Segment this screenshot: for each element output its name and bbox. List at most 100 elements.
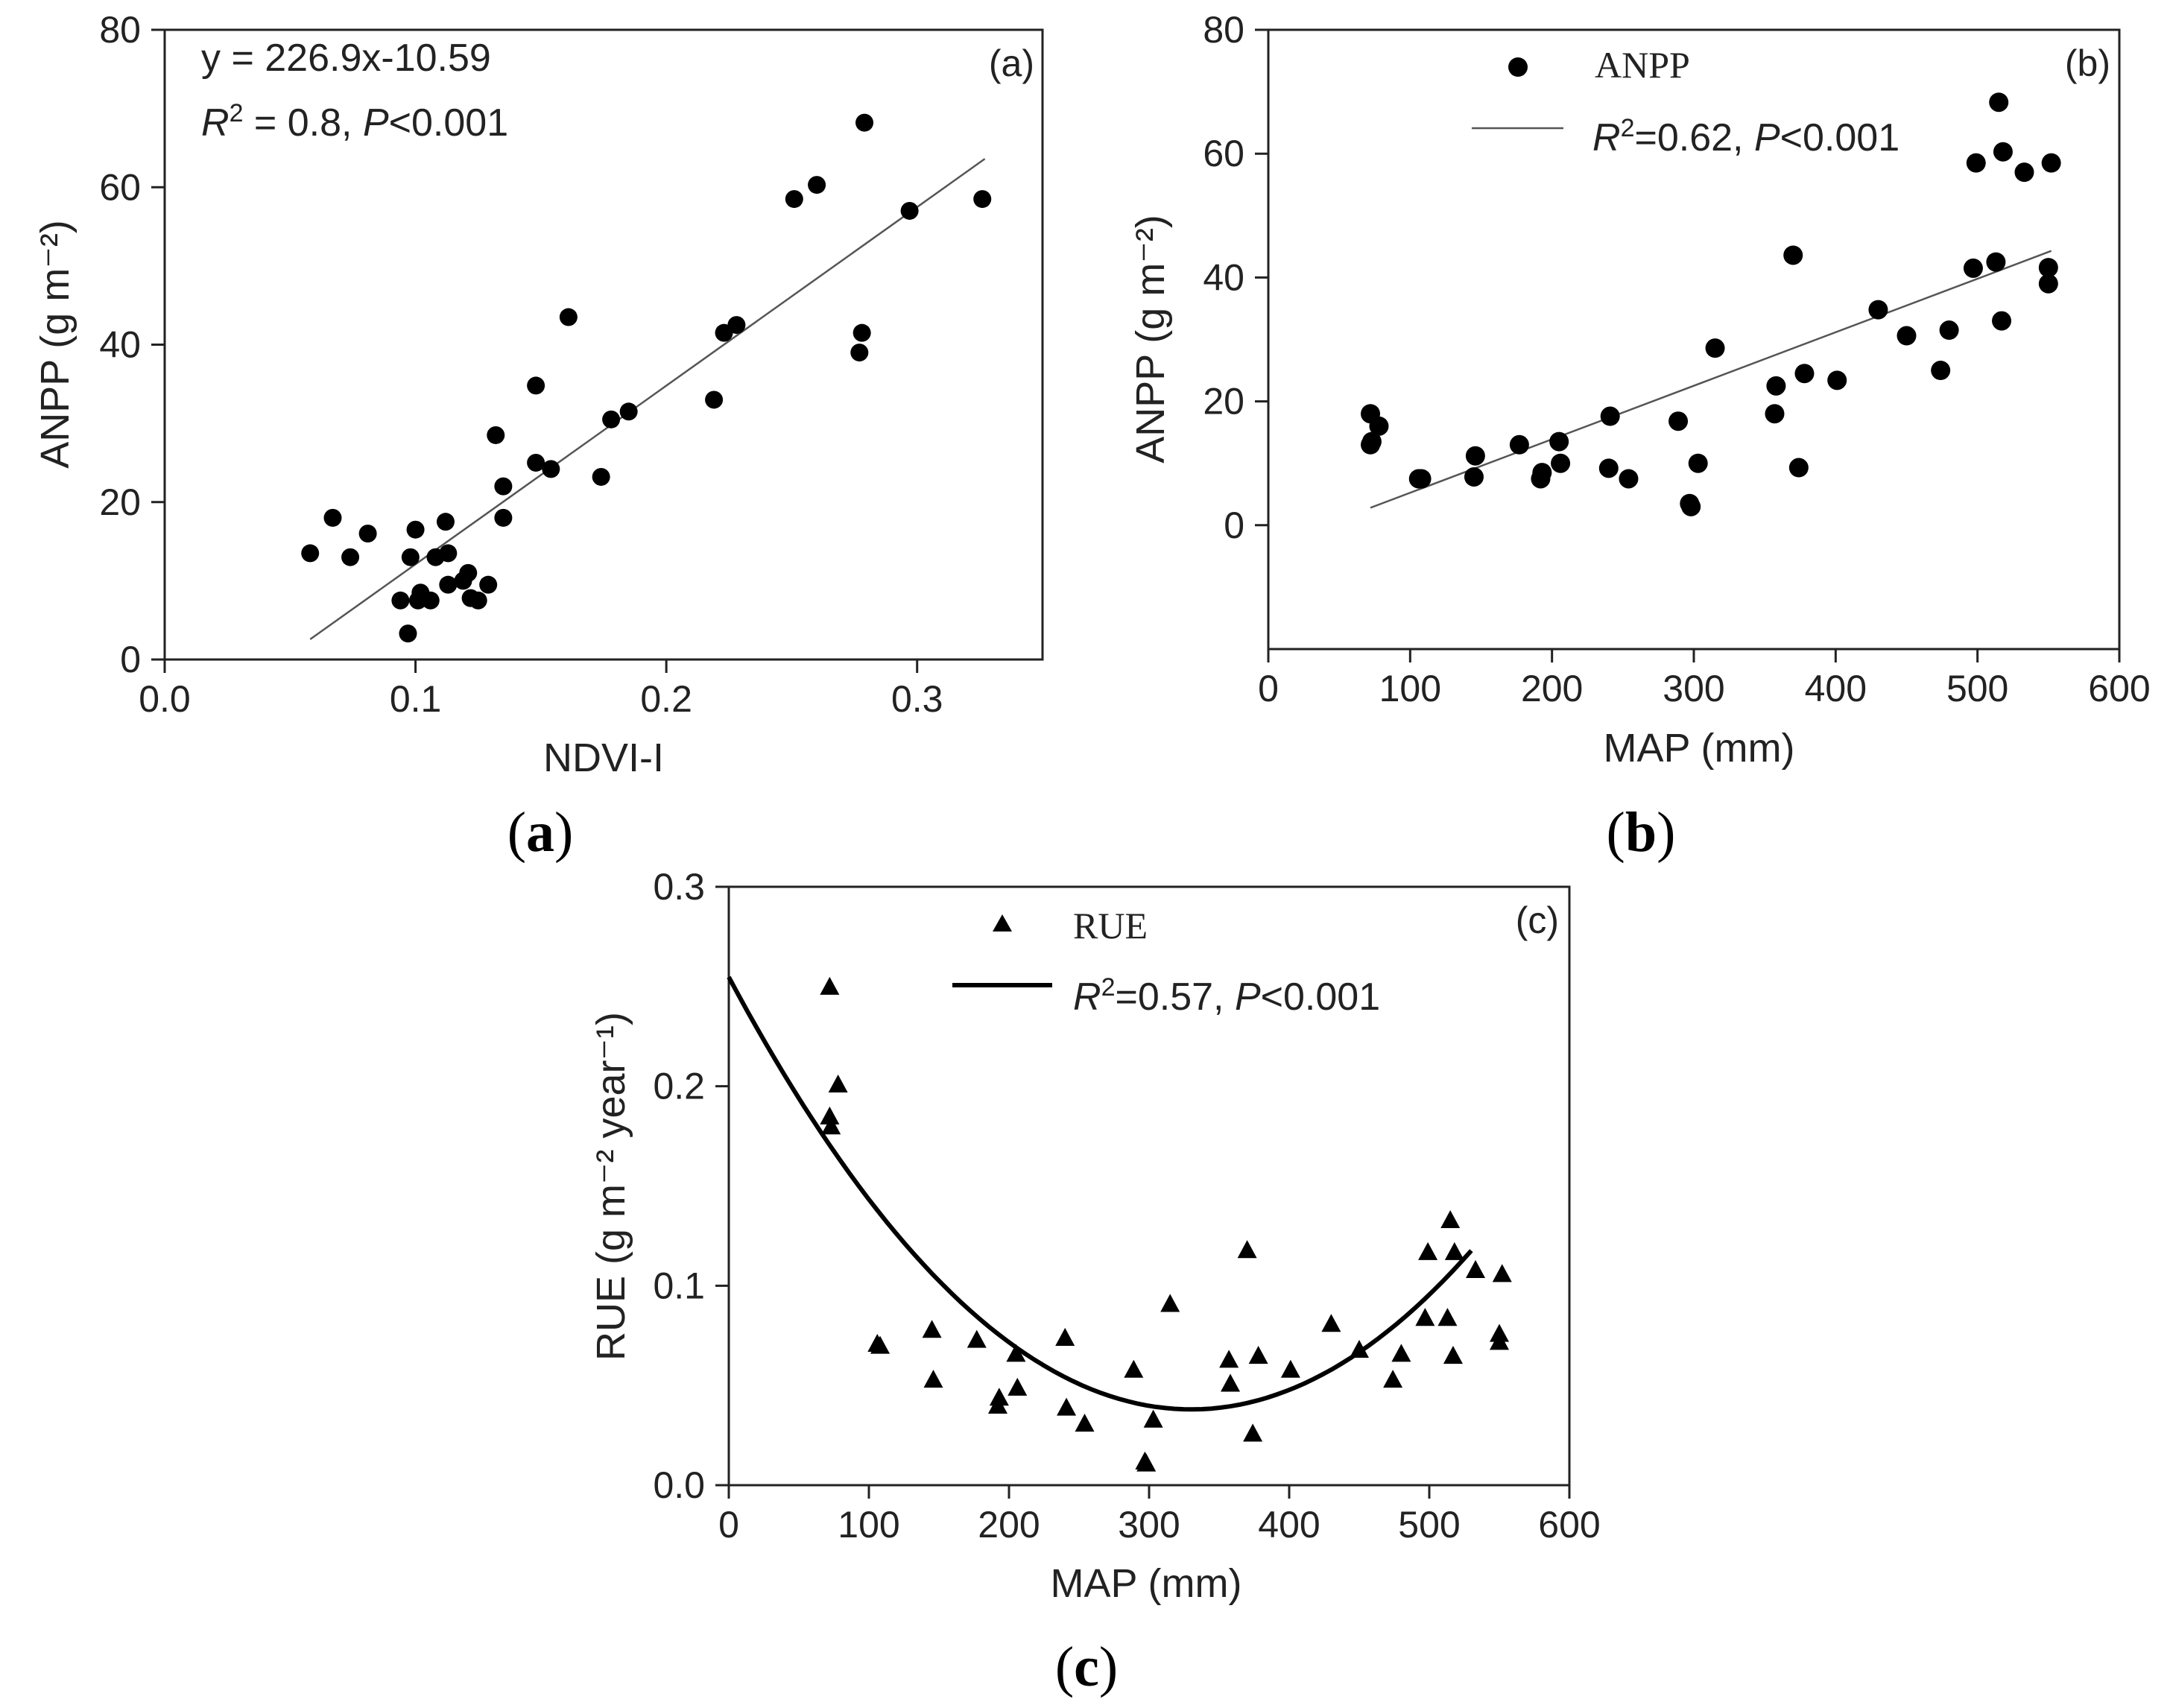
data-point: [1509, 434, 1529, 455]
y-tick-label: 40: [99, 324, 141, 366]
data-point: [820, 976, 840, 995]
data-point: [1350, 1339, 1369, 1359]
x-tick-label: 0.3: [891, 678, 943, 720]
data-point: [1827, 370, 1847, 390]
data-point: [1383, 1370, 1403, 1388]
x-tick-label: 100: [838, 1504, 899, 1546]
data-point: [1492, 1264, 1512, 1282]
data-point: [602, 410, 621, 428]
y-tick-label: 80: [99, 9, 141, 51]
panel-a-r2-stat: R2 = 0.8, P<0.001: [201, 99, 508, 145]
x-tick-label: 100: [1379, 668, 1441, 709]
x-tick-label: 0.0: [139, 678, 191, 720]
y-tick-label: 0.0: [653, 1464, 705, 1506]
r2-superscript: 2: [230, 99, 244, 127]
y-tick-label: 20: [99, 481, 141, 523]
data-point: [391, 591, 410, 610]
data-point: [967, 1329, 987, 1348]
data-point: [1619, 469, 1639, 489]
panel-b-y-axis-title: ANPP (g m⁻²): [1128, 215, 1173, 464]
data-point: [2038, 273, 2058, 294]
x-tick-label: 600: [1538, 1504, 1600, 1546]
data-point: [1055, 1327, 1075, 1346]
y-tick-label: 60: [1203, 133, 1244, 174]
x-tick-label: 300: [1663, 668, 1724, 709]
data-point: [1006, 1344, 1026, 1362]
r2-value: = 0.8,: [243, 101, 362, 145]
data-point: [1160, 1294, 1180, 1312]
data-point: [1986, 252, 2006, 272]
data-point: [1788, 458, 1809, 478]
data-point: [1766, 376, 1786, 396]
data-point: [922, 1320, 942, 1338]
data-point: [1075, 1414, 1095, 1432]
data-point: [1705, 338, 1725, 358]
data-point: [1136, 1453, 1157, 1472]
p-symbol: P: [1754, 116, 1780, 159]
x-tick-label: 200: [978, 1504, 1040, 1546]
data-point: [1765, 404, 1785, 424]
panel-c: 0 100 200 300 400 500 600 0.0 0.1 0.2 0.3 (c) RUE…: [589, 866, 1601, 1698]
data-point: [1391, 1344, 1411, 1362]
data-point: [358, 525, 377, 543]
data-point: [1415, 1308, 1435, 1326]
data-point: [1464, 466, 1484, 487]
panel-b-fit-line-group: [1370, 250, 2052, 509]
panel-c-tag: (c): [1516, 899, 1559, 941]
data-point: [1966, 153, 1986, 173]
data-point: [487, 426, 505, 444]
panel-b-x-axis-title: MAP (mm): [1604, 726, 1795, 771]
y-tick-label: 0.1: [653, 1265, 705, 1306]
data-point: [1124, 1359, 1144, 1378]
x-tick-label: 400: [1258, 1504, 1320, 1546]
data-point: [494, 477, 513, 496]
panel-b-ticks: [1255, 28, 2121, 662]
data-point: [1221, 1373, 1241, 1392]
data-point: [1444, 1242, 1464, 1260]
y-tick-label: 0: [120, 639, 141, 680]
p-symbol: P: [1235, 975, 1261, 1019]
data-point: [494, 508, 513, 527]
data-point: [727, 316, 746, 335]
data-point: [900, 201, 919, 220]
y-tick-label: 60: [99, 166, 141, 208]
data-point: [1794, 364, 1815, 384]
panel-b-legend-marker: [1508, 57, 1528, 77]
data-point: [1248, 1346, 1268, 1364]
data-point: [1411, 469, 1432, 489]
data-point: [1688, 453, 1708, 473]
data-point: [1783, 245, 1803, 265]
data-point: [1280, 1359, 1300, 1378]
data-point: [559, 308, 578, 326]
data-point: [1237, 1240, 1257, 1259]
panel-c-x-axis-title: MAP (mm): [1051, 1561, 1242, 1606]
data-point: [1681, 496, 1701, 516]
data-point: [1897, 326, 1917, 346]
fit-curve: [727, 975, 1473, 1412]
p-value: <0.001: [1261, 975, 1381, 1019]
data-point: [1931, 361, 1951, 381]
data-point: [439, 544, 458, 563]
r2-superscript: 2: [1101, 973, 1116, 1002]
data-point: [527, 453, 545, 472]
y-tick-label: 0: [1224, 505, 1244, 546]
x-tick-label: 0.1: [390, 678, 442, 720]
data-point: [808, 176, 826, 194]
data-point: [459, 563, 478, 582]
y-tick-label: 20: [1203, 381, 1244, 423]
data-point: [821, 1116, 841, 1135]
panel-c-data-points: [820, 976, 1512, 1472]
panel-b-y-tick-labels: 0 20 40 60 80: [1203, 9, 1244, 546]
data-point: [820, 1106, 840, 1125]
panel-c-caption-letter: c: [1074, 1636, 1099, 1698]
p-value: <0.001: [1780, 116, 1900, 159]
data-point: [1369, 416, 1389, 436]
fit-line: [1370, 250, 2052, 509]
panel-b-tag: (b): [2065, 42, 2110, 84]
data-point: [542, 460, 560, 478]
data-point: [1963, 258, 1983, 278]
data-point: [592, 467, 610, 486]
panel-c-x-tick-labels: 0 100 200 300 400 500 600: [718, 1504, 1601, 1546]
data-point: [301, 544, 320, 563]
data-point: [1437, 1308, 1458, 1326]
